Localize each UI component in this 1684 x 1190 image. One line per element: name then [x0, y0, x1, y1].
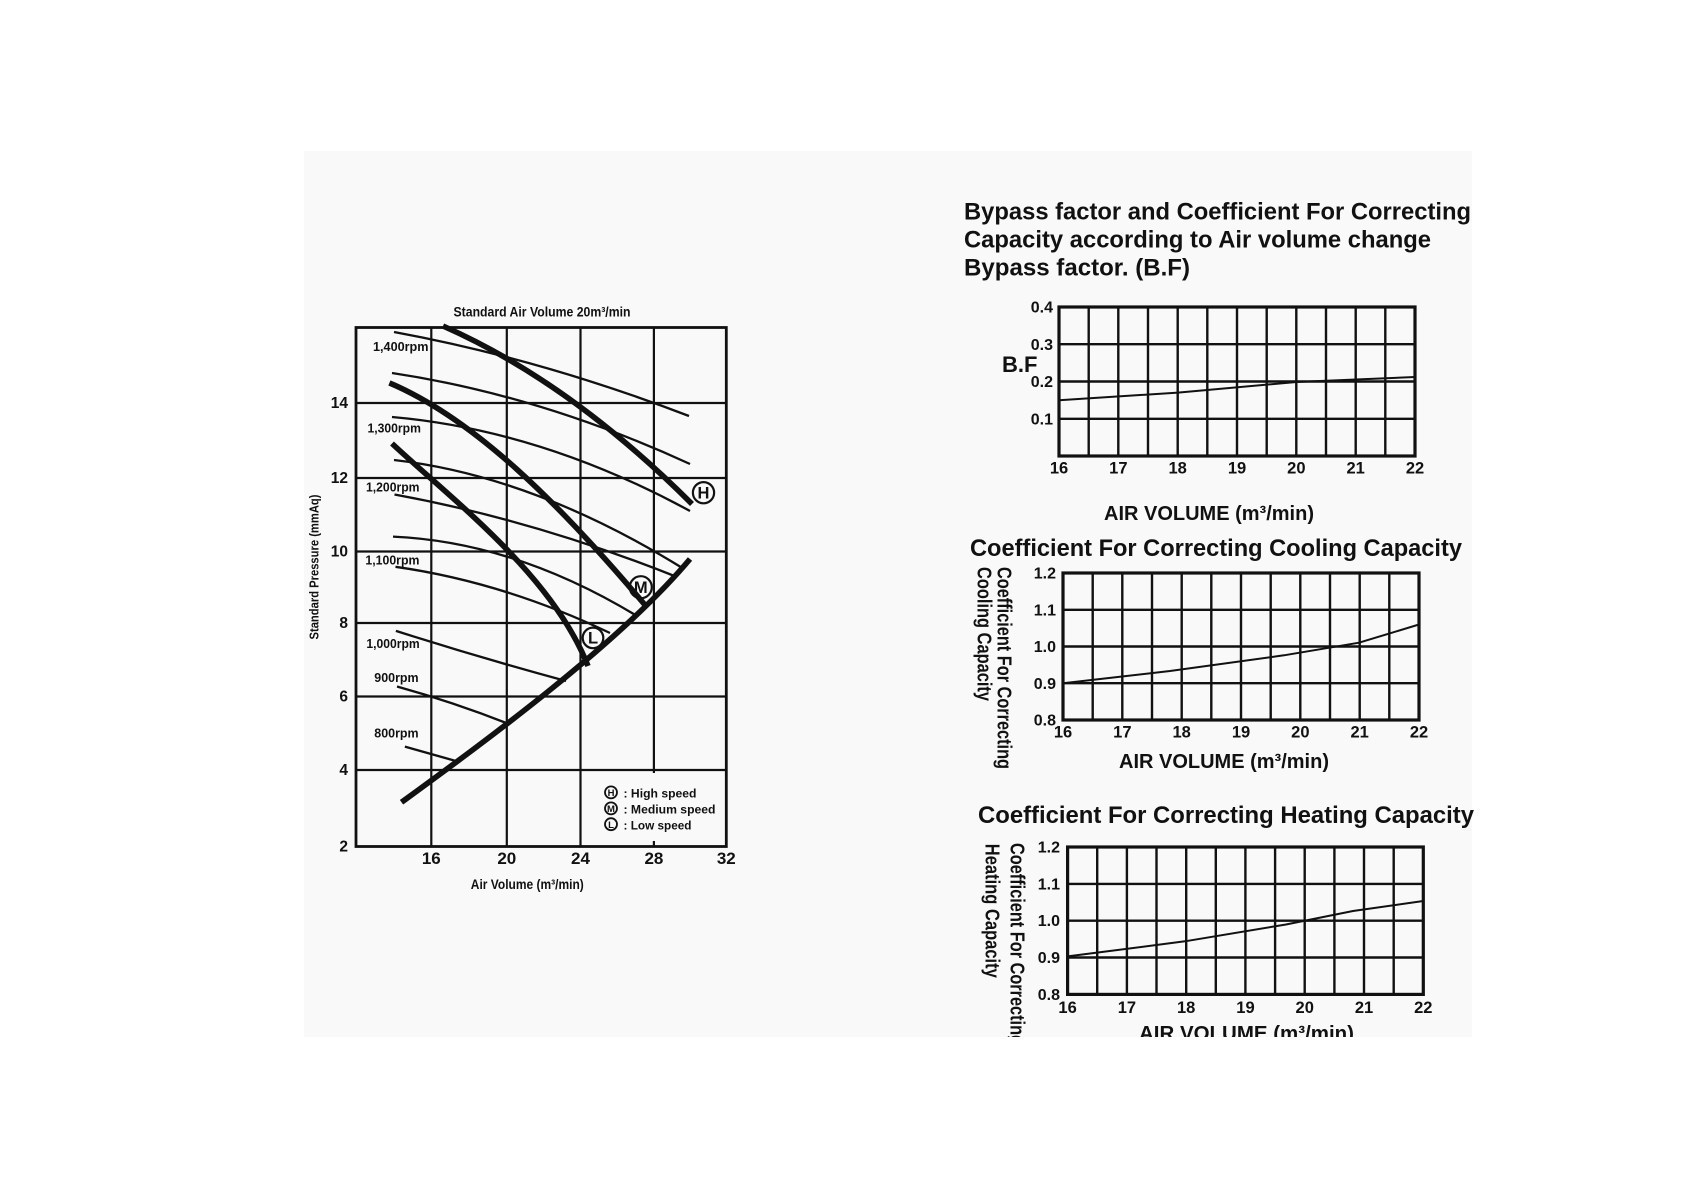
- svg-text:28: 28: [644, 849, 663, 868]
- svg-text:Bypass factor and Coefficient: Bypass factor and Coefficient For Correc…: [964, 199, 1471, 226]
- svg-text:M: M: [634, 579, 648, 597]
- svg-text:H: H: [608, 788, 615, 799]
- svg-text:0.3: 0.3: [1031, 337, 1053, 354]
- svg-text:: High speed: : High speed: [624, 787, 697, 801]
- svg-text:17: 17: [1109, 460, 1127, 478]
- svg-text:AIR VOLUME (m³/min): AIR VOLUME (m³/min): [1119, 751, 1329, 773]
- svg-text:: Medium speed: : Medium speed: [624, 803, 716, 817]
- svg-text:0.1: 0.1: [1031, 411, 1053, 428]
- svg-text:6: 6: [339, 689, 348, 706]
- svg-text:22: 22: [1406, 460, 1424, 478]
- svg-text:Coefficient For Correcting: Coefficient For Correcting: [1006, 843, 1028, 1045]
- svg-text:20: 20: [497, 849, 516, 868]
- svg-text:10: 10: [331, 544, 348, 561]
- svg-text:L: L: [608, 820, 614, 831]
- svg-text:Air Volume (m³/min): Air Volume (m³/min): [471, 877, 584, 892]
- svg-text:Heating Capacity: Heating Capacity: [981, 844, 1003, 979]
- svg-text:Capacity according to Air volu: Capacity according to Air volume change: [964, 227, 1431, 254]
- svg-text:17: 17: [1113, 724, 1131, 742]
- svg-text:1,000rpm: 1,000rpm: [366, 637, 419, 651]
- svg-text:14: 14: [331, 395, 349, 412]
- svg-text:AIR VOLUME (m³/min): AIR VOLUME (m³/min): [1104, 503, 1314, 525]
- svg-text:1.2: 1.2: [1034, 566, 1056, 583]
- svg-text:16: 16: [1054, 724, 1072, 742]
- svg-text:0.8: 0.8: [1038, 987, 1060, 1004]
- svg-text:16: 16: [422, 849, 441, 868]
- svg-text:0.9: 0.9: [1034, 676, 1056, 693]
- svg-text:22: 22: [1410, 724, 1428, 742]
- svg-text:1.0: 1.0: [1038, 913, 1060, 930]
- svg-text:4: 4: [339, 762, 348, 779]
- svg-text:32: 32: [717, 849, 736, 868]
- svg-text:1.0: 1.0: [1034, 639, 1056, 656]
- svg-text:Bypass factor. (B.F): Bypass factor. (B.F): [964, 255, 1190, 282]
- svg-text:21: 21: [1355, 999, 1373, 1017]
- svg-text:19: 19: [1232, 724, 1250, 742]
- svg-text:2: 2: [339, 839, 348, 856]
- svg-text:1,400rpm: 1,400rpm: [373, 340, 429, 354]
- svg-text:24: 24: [571, 849, 590, 868]
- svg-text:16: 16: [1058, 999, 1076, 1017]
- svg-text:12: 12: [331, 470, 348, 487]
- svg-text:8: 8: [339, 615, 348, 632]
- svg-text:0.4: 0.4: [1031, 300, 1053, 317]
- svg-text:1,200rpm: 1,200rpm: [366, 480, 420, 494]
- svg-text:19: 19: [1228, 460, 1246, 478]
- svg-text:M: M: [607, 804, 615, 815]
- svg-text:H: H: [698, 485, 710, 503]
- svg-text:18: 18: [1168, 460, 1186, 478]
- svg-text:1.1: 1.1: [1034, 602, 1056, 619]
- svg-text:L: L: [588, 630, 598, 648]
- svg-text:Standard Pressure (mmAq): Standard Pressure (mmAq): [308, 495, 322, 640]
- svg-text:20: 20: [1287, 460, 1305, 478]
- svg-text:20: 20: [1296, 999, 1314, 1017]
- svg-text:21: 21: [1350, 724, 1368, 742]
- svg-text:21: 21: [1346, 460, 1364, 478]
- svg-text:Coefficient For Correcting Coo: Coefficient For Correcting Cooling Capac…: [970, 535, 1463, 562]
- svg-text:Coefficient For Correcting: Coefficient For Correcting: [993, 567, 1015, 769]
- svg-text:16: 16: [1050, 460, 1068, 478]
- svg-text:B.F: B.F: [1002, 352, 1037, 377]
- svg-text:22: 22: [1414, 999, 1432, 1017]
- svg-text:18: 18: [1172, 724, 1190, 742]
- svg-text:1,100rpm: 1,100rpm: [365, 554, 419, 568]
- svg-text:Cooling Capacity: Cooling Capacity: [973, 567, 995, 702]
- svg-text:19: 19: [1236, 999, 1254, 1017]
- svg-text:: Low speed: : Low speed: [624, 818, 692, 832]
- svg-text:0.2: 0.2: [1031, 374, 1053, 391]
- svg-text:Standard Air Volume 20m³/min: Standard Air Volume 20m³/min: [454, 304, 631, 320]
- svg-text:800rpm: 800rpm: [374, 727, 418, 741]
- svg-text:0.9: 0.9: [1038, 950, 1060, 967]
- svg-text:1.1: 1.1: [1038, 876, 1060, 893]
- svg-text:0.8: 0.8: [1034, 713, 1056, 730]
- svg-text:1,300rpm: 1,300rpm: [368, 422, 421, 436]
- svg-text:18: 18: [1177, 999, 1195, 1017]
- svg-text:Coefficient For Correcting Hea: Coefficient For Correcting Heating Capac…: [978, 802, 1475, 829]
- svg-text:17: 17: [1118, 999, 1136, 1017]
- svg-text:20: 20: [1291, 724, 1309, 742]
- svg-text:1.2: 1.2: [1038, 840, 1060, 857]
- svg-text:900rpm: 900rpm: [374, 671, 418, 685]
